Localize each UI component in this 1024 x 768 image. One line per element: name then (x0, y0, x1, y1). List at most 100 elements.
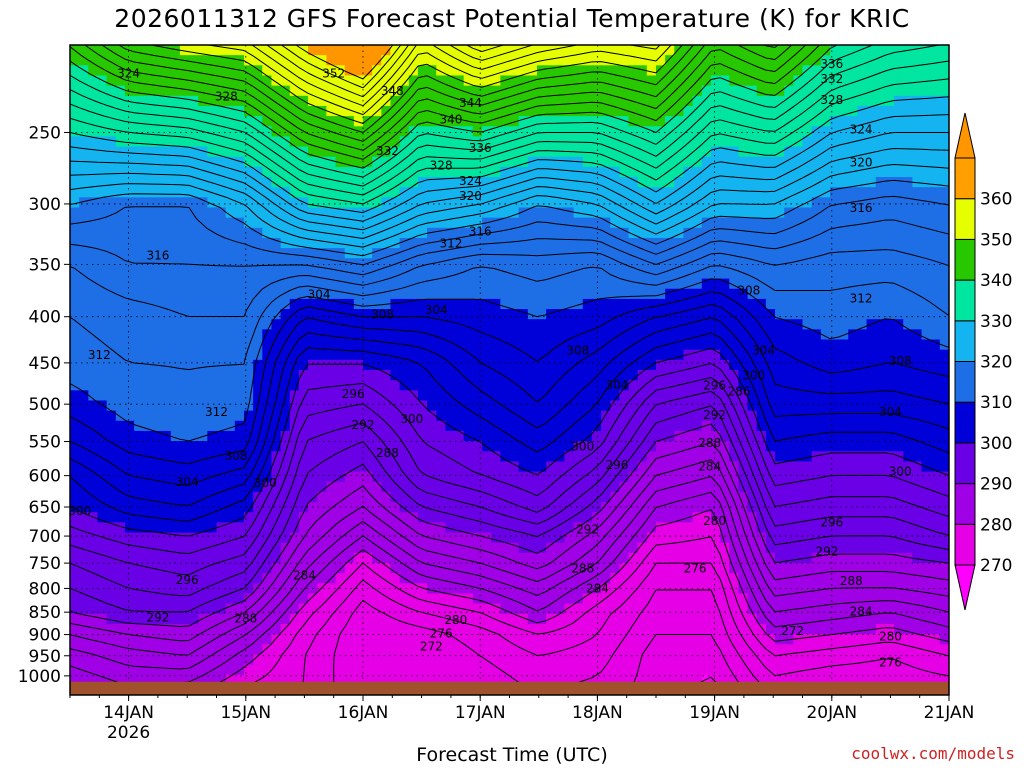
theta-cell (88, 288, 99, 300)
theta-cell (216, 227, 227, 239)
theta-cell (381, 75, 392, 87)
theta-cell (894, 319, 904, 330)
theta-cell (784, 441, 794, 452)
theta-cell (500, 471, 511, 483)
theta-cell (610, 512, 620, 523)
theta-cell (335, 45, 346, 56)
theta-cell (527, 278, 538, 290)
theta-cell (472, 65, 483, 77)
theta-cell (179, 481, 190, 493)
theta-cell (381, 420, 392, 432)
theta-cell (857, 329, 868, 341)
theta-cell (701, 491, 712, 503)
theta-cell (225, 197, 236, 209)
theta-cell (262, 55, 273, 66)
theta-cell (372, 136, 382, 148)
theta-cell (829, 532, 840, 544)
theta-cell (894, 95, 904, 107)
theta-cell (408, 532, 419, 544)
theta-cell (198, 268, 208, 280)
theta-cell (115, 116, 126, 127)
theta-cell (445, 136, 456, 148)
theta-cell (509, 65, 520, 77)
theta-cell (344, 146, 355, 158)
theta-cell (262, 207, 273, 219)
theta-cell (903, 309, 913, 320)
theta-cell (802, 370, 813, 381)
theta-cell (637, 187, 648, 198)
theta-cell (720, 298, 730, 310)
theta-cell (399, 552, 410, 564)
theta-cell (646, 339, 657, 351)
theta-cell (573, 105, 584, 117)
theta-cell (280, 400, 291, 412)
theta-cell (170, 380, 181, 391)
theta-cell (198, 95, 208, 107)
theta-cell (674, 420, 685, 432)
theta-cell (765, 278, 776, 290)
theta-cell (482, 562, 492, 574)
theta-cell (363, 481, 373, 493)
theta-cell (97, 309, 108, 320)
theta-cell (152, 116, 163, 127)
theta-cell (683, 451, 694, 463)
theta-cell (262, 370, 273, 381)
theta-cell (353, 370, 364, 381)
theta-cell (271, 370, 282, 381)
theta-cell (848, 390, 859, 402)
theta-cell (628, 126, 639, 138)
theta-cell (939, 105, 949, 117)
theta-cell (582, 441, 593, 452)
theta-cell (729, 95, 740, 107)
theta-cell (610, 75, 620, 87)
theta-cell (143, 532, 154, 544)
theta-cell (646, 512, 657, 523)
theta-cell (271, 65, 282, 77)
theta-cell (280, 522, 291, 534)
theta-cell (225, 532, 236, 544)
theta-cell (317, 441, 327, 452)
theta-cell (884, 309, 895, 320)
theta-cell (793, 237, 804, 249)
theta-cell (472, 451, 483, 463)
theta-cell (500, 136, 511, 148)
theta-cell (454, 359, 465, 371)
theta-cell (491, 258, 501, 270)
theta-cell (683, 461, 694, 473)
theta-cell (601, 522, 611, 534)
theta-cell (253, 105, 263, 117)
theta-cell (747, 319, 758, 330)
theta-cell (308, 105, 318, 117)
theta-cell (463, 522, 474, 534)
theta-cell (308, 116, 318, 127)
theta-cell (198, 65, 208, 77)
theta-cell (262, 502, 273, 513)
theta-cell (335, 430, 346, 442)
theta-cell (884, 45, 895, 56)
theta-cell (216, 288, 227, 300)
theta-cell (866, 390, 877, 402)
theta-cell (939, 349, 949, 361)
theta-cell (921, 532, 932, 544)
theta-cell (390, 177, 401, 188)
theta-cell (381, 268, 392, 280)
theta-cell (555, 166, 566, 178)
theta-cell (408, 288, 419, 300)
theta-cell (280, 116, 291, 127)
theta-cell (573, 227, 584, 239)
theta-cell (720, 278, 730, 290)
theta-cell (692, 349, 703, 361)
theta-cell (189, 339, 199, 351)
theta-cell (875, 319, 886, 330)
theta-cell (811, 187, 822, 198)
theta-cell (427, 349, 437, 361)
theta-cell (445, 532, 456, 544)
theta-cell (509, 502, 520, 513)
theta-cell (472, 491, 483, 503)
theta-cell (903, 197, 913, 209)
theta-cell (436, 532, 447, 544)
theta-cell (619, 349, 630, 361)
theta-cell (656, 136, 666, 148)
theta-cell (326, 309, 337, 320)
theta-cell (207, 512, 218, 523)
